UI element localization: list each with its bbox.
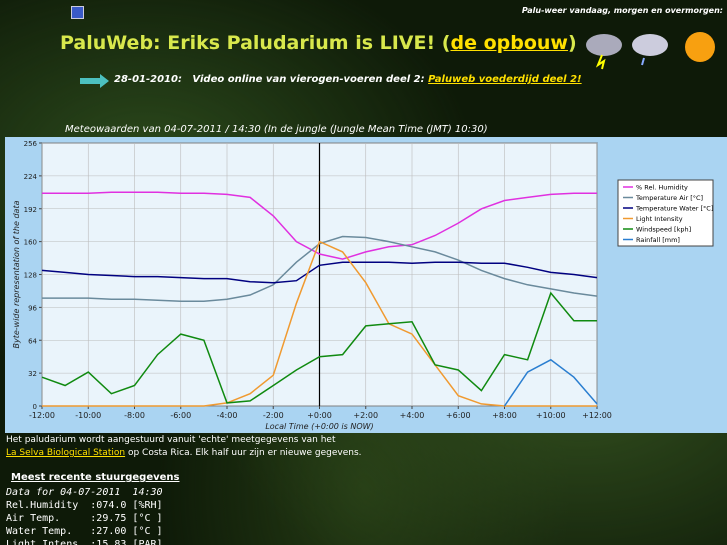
- x-tick-label: -12:00: [29, 411, 55, 420]
- footer-line: La Selva Biological Station op Costa Ric…: [6, 448, 362, 458]
- footer-link[interactable]: La Selva Biological Station: [6, 448, 126, 458]
- y-tick-label: 32: [28, 370, 37, 378]
- y-tick-label: 192: [24, 206, 37, 214]
- legend-label: Temperature Air [°C]: [635, 194, 703, 202]
- x-tick-label: -10:00: [75, 411, 101, 420]
- recent-line: Air Temp. :29.75 [°C ]: [6, 513, 163, 524]
- y-tick-label: 128: [24, 272, 37, 280]
- legend-label: Windspeed [kph]: [636, 226, 691, 234]
- y-tick-label: 224: [24, 173, 38, 181]
- bolt: [595, 54, 606, 70]
- x-tick-label: +12:00: [582, 411, 612, 420]
- x-tick-label: +8:00: [492, 411, 517, 420]
- cloud: [632, 34, 668, 56]
- news-line: 28-01-2010: Video online van vierogen-vo…: [114, 74, 582, 85]
- recent-line: Data for 04-07-2011 14:30: [6, 487, 163, 498]
- title-link[interactable]: de opbouw: [450, 32, 568, 54]
- help-icon[interactable]: [71, 6, 84, 19]
- x-tick-label: -8:00: [124, 411, 145, 420]
- title-text: ): [567, 32, 577, 54]
- recent-data: Data for 04-07-2011 14:30 Rel.Humidity :0…: [6, 486, 163, 545]
- x-tick-label: -6:00: [170, 411, 191, 420]
- sun: [685, 32, 715, 62]
- y-tick-label: 160: [24, 239, 37, 247]
- legend-box: [617, 179, 714, 247]
- footer-line: Het paludarium wordt aangestuurd vanuit …: [6, 435, 336, 445]
- rain: [641, 57, 645, 66]
- y-tick-label: 256: [24, 140, 38, 148]
- page-title: PaluWeb: Eriks Paludarium is LIVE! (de o…: [60, 32, 577, 54]
- recent-line: Water Temp. :27.00 [°C ]: [6, 526, 163, 537]
- legend-label: % Rel. Humidity: [636, 184, 688, 192]
- news-date: 28-01-2010:: [114, 74, 182, 85]
- weather-icons: [586, 32, 715, 70]
- y-axis-label: Byte-wide representation of the data: [12, 200, 21, 348]
- x-tick-label: -4:00: [217, 411, 238, 420]
- footer-text: op Costa Rica. Elk half uur zijn er nieu…: [127, 448, 362, 458]
- cloud: [586, 34, 622, 56]
- news-text: Video online van vierogen-voeren deel 2:: [192, 74, 425, 85]
- recent-line: Rel.Humidity :074.0 [%RH]: [6, 500, 163, 511]
- data-line: [503, 358, 598, 407]
- y-tick-label: 96: [28, 304, 37, 312]
- news-link[interactable]: Paluweb voederdijd deel 2!: [428, 74, 582, 85]
- legend-label: Temperature Water [°C]: [635, 205, 713, 213]
- recent-heading: Meest recente stuurgegevens: [11, 472, 180, 483]
- y-tick-label: 64: [28, 337, 37, 345]
- y-tick-label: 0: [33, 403, 37, 411]
- title-text: PaluWeb: Eriks Paludarium is LIVE! (: [60, 32, 451, 54]
- data-line: [41, 291, 597, 404]
- chart: 0 32 64 96 128 160 192 224 256 -12:00 -10:00 -8:00 -…: [5, 137, 727, 433]
- arrow: [80, 74, 109, 88]
- weather-caption: Palu-weer vandaag, morgen en overmorgen:: [521, 6, 723, 15]
- x-tick-label: -2:00: [263, 411, 284, 420]
- x-tick-label: +10:00: [536, 411, 566, 420]
- legend-label: Rainfall [mm]: [636, 236, 680, 244]
- arrow-icon: [80, 74, 109, 88]
- x-tick-label: +4:00: [400, 411, 425, 420]
- x-axis-label: Local Time (+0:00 is NOW): [265, 422, 373, 431]
- chart-title: Meteowaarden van 04-07-2011 / 14:30 (In …: [65, 124, 488, 135]
- x-tick-label: +2:00: [353, 411, 378, 420]
- x-tick-label: +0:00: [307, 411, 332, 420]
- x-tick-label: +6:00: [446, 411, 471, 420]
- legend-label: Light Intensity: [636, 215, 683, 223]
- data-line: [41, 261, 598, 284]
- data-line: [42, 191, 597, 260]
- recent-line: Light Intens. :15.83 [PAR]: [6, 539, 163, 545]
